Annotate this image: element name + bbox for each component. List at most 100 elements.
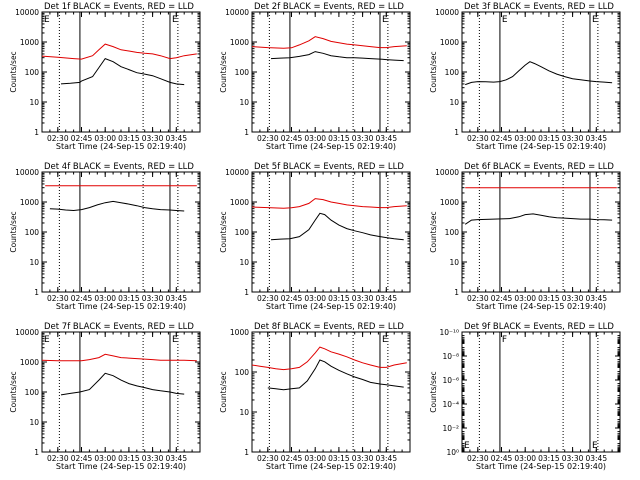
chart-title: Det 8f BLACK = Events, RED = LLD [254, 322, 404, 332]
x-tick-label: 03:15 [328, 294, 350, 303]
x-axis-label: Start Time (24-Sep-15 02:19:40) [476, 302, 606, 311]
y-tick-label: 10⁻⁸ [442, 352, 459, 361]
y-axis-label: Counts/sec [429, 51, 438, 92]
chart-title: Det 2f BLACK = Events, RED = LLD [254, 2, 404, 12]
x-tick-label: 03:30 [562, 454, 584, 463]
flag-label: E [592, 15, 598, 25]
x-tick-label: 02:30 [47, 454, 69, 463]
plot-frame [251, 11, 411, 133]
chart-panel-1: Det 1f BLACK = Events, RED = LLD 1 10 100 10… [9, 2, 201, 151]
x-tick-label: 02:30 [467, 454, 489, 463]
x-tick-label: 02:30 [257, 134, 279, 143]
chart-panel-9: Det 9f BLACK = Events, RED = LLD 10⁰ 10⁻² 1… [429, 322, 621, 471]
x-axis-label: Start Time (24-Sep-15 02:19:40) [476, 462, 606, 471]
flag-label: E [172, 335, 178, 345]
y-tick-label: 10 [239, 258, 249, 267]
y-tick-label: 10000 [435, 168, 459, 177]
events-series-line [465, 61, 613, 86]
plot-frame [41, 331, 201, 453]
y-axis-label: Counts/sec [429, 211, 438, 252]
x-tick-label: 03:30 [352, 294, 374, 303]
chart-title: Det 9f BLACK = Events, RED = LLD [464, 322, 614, 332]
y-tick-label: 10⁻² [442, 424, 459, 433]
events-series-line [267, 359, 404, 391]
events-series-line [60, 372, 185, 396]
events-series-line [270, 51, 404, 62]
y-tick-label: 1 [244, 288, 249, 297]
chart-title: Det 5f BLACK = Events, RED = LLD [254, 162, 404, 172]
x-tick-label: 03:15 [118, 134, 140, 143]
x-tick-label: 02:30 [257, 294, 279, 303]
chart-panel-8: Det 8f BLACK = Events, RED = LLD 1 10 100 10… [219, 322, 411, 471]
y-tick-label: 10000 [15, 328, 39, 337]
y-tick-label: 100 [445, 68, 460, 77]
x-axis-label: Start Time (24-Sep-15 02:19:40) [476, 142, 606, 151]
y-tick-label: 1 [454, 288, 459, 297]
y-tick-label: 1 [244, 448, 249, 457]
chart-title: Det 6f BLACK = Events, RED = LLD [464, 162, 614, 172]
flag-label: E [592, 441, 598, 451]
chart-panel-2: Det 2f BLACK = Events, RED = LLD 1 10 100 10… [219, 2, 411, 151]
x-tick-label: 02:30 [467, 134, 489, 143]
y-tick-label: 100 [25, 68, 40, 77]
y-tick-label: 1000 [20, 358, 39, 367]
y-tick-label: 10000 [15, 168, 39, 177]
x-tick-label: 03:15 [118, 454, 140, 463]
x-tick-label: 02:30 [467, 294, 489, 303]
x-tick-label: 03:00 [304, 454, 326, 463]
x-axis-label: Start Time (24-Sep-15 02:19:40) [266, 142, 396, 151]
x-tick-label: 03:45 [585, 294, 607, 303]
x-tick-label: 03:00 [514, 454, 536, 463]
x-tick-label: 03:30 [352, 454, 374, 463]
x-axis-label: Start Time (24-Sep-15 02:19:40) [56, 142, 186, 151]
chart-panel-4: Det 4f BLACK = Events, RED = LLD 1 10 100 10… [9, 162, 201, 311]
events-series-line [60, 57, 185, 86]
events-series-line [464, 213, 613, 225]
lld-series-line [251, 36, 407, 49]
y-tick-label: 100 [235, 228, 250, 237]
plot-frame [461, 331, 621, 453]
y-axis-label: Counts/sec [429, 371, 438, 412]
y-tick-label: 10 [239, 98, 249, 107]
chart-title: Det 1f BLACK = Events, RED = LLD [44, 2, 194, 12]
y-tick-label: 1000 [230, 198, 249, 207]
y-tick-label: 10000 [15, 8, 39, 17]
y-tick-label: 1000 [230, 328, 249, 337]
x-tick-label: 03:45 [585, 454, 607, 463]
lld-series-line [41, 353, 197, 362]
x-tick-label: 03:45 [375, 294, 397, 303]
x-tick-label: 03:30 [142, 294, 164, 303]
x-tick-label: 03:00 [94, 134, 116, 143]
y-axis-label: Counts/sec [219, 371, 228, 412]
y-tick-label: 10000 [435, 8, 459, 17]
chart-panel-3: Det 3f BLACK = Events, RED = LLD 1 10 100 10… [429, 2, 621, 151]
plot-frame [251, 331, 411, 453]
x-tick-label: 03:45 [165, 294, 187, 303]
flag-label: E [44, 15, 50, 25]
plot-frame [251, 171, 411, 293]
y-tick-label: 1 [34, 128, 39, 137]
y-tick-label: 10⁰ [446, 448, 459, 457]
y-axis-label: Counts/sec [9, 371, 18, 412]
y-tick-label: 1000 [20, 38, 39, 47]
x-tick-label: 03:30 [142, 454, 164, 463]
lld-series-line [251, 198, 407, 209]
y-tick-label: 1000 [20, 198, 39, 207]
y-axis-label: Counts/sec [9, 211, 18, 252]
x-tick-label: 03:00 [94, 454, 116, 463]
x-tick-label: 02:45 [491, 454, 513, 463]
chart-panel-7: Det 7f BLACK = Events, RED = LLD 1 10 100 10… [9, 322, 201, 471]
y-tick-label: 10⁻¹⁰ [439, 328, 459, 337]
y-tick-label: 10 [449, 98, 459, 107]
y-tick-label: 10 [449, 258, 459, 267]
x-tick-label: 03:00 [304, 134, 326, 143]
x-tick-label: 03:00 [514, 294, 536, 303]
x-tick-label: 03:15 [328, 134, 350, 143]
x-tick-label: 03:15 [538, 294, 560, 303]
x-tick-label: 02:45 [491, 294, 513, 303]
y-tick-label: 10⁻⁶ [442, 376, 459, 385]
flag-label: E [382, 335, 388, 345]
y-tick-label: 100 [235, 68, 250, 77]
flag-label: F [502, 335, 507, 345]
